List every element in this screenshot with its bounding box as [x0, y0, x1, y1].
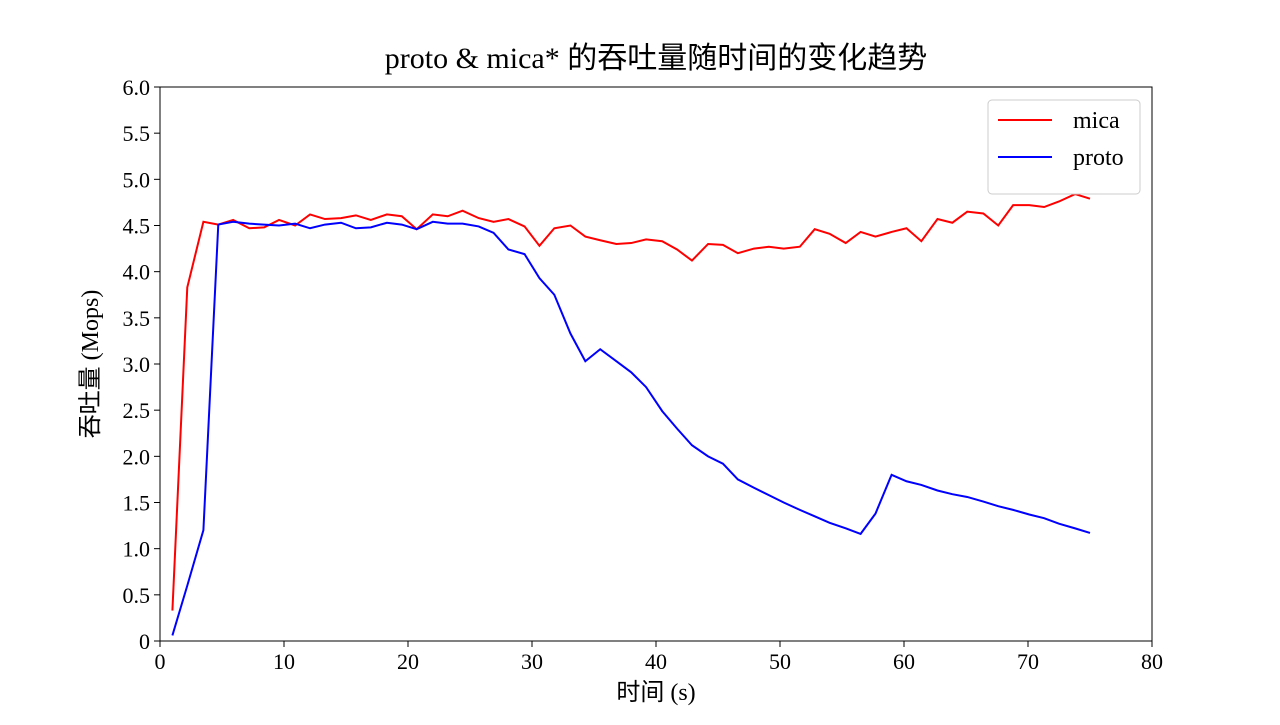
x-tick-label: 60 [893, 649, 915, 674]
chart-title: proto & mica* 的吞吐量随时间的变化趋势 [385, 42, 927, 75]
y-tick-label: 1.5 [123, 491, 151, 516]
x-axis-label: 时间 (s) [616, 679, 695, 706]
x-tick-label: 80 [1141, 649, 1163, 674]
legend-label: proto [1073, 145, 1124, 171]
legend-box [987, 99, 1141, 195]
y-tick-label: 5.0 [123, 167, 151, 192]
y-tick-label: 1.0 [123, 537, 151, 562]
y-tick-label: 6.0 [123, 75, 151, 100]
x-tick-label: 50 [769, 649, 791, 674]
line-series [171, 220, 1091, 636]
x-tick-label: 20 [397, 649, 419, 674]
y-tick-label: 0 [139, 629, 150, 654]
y-tick-label: 0.5 [123, 583, 151, 608]
x-tick-label: 10 [273, 649, 295, 674]
y-axis-label: 吞吐量 (Mops) [77, 290, 104, 439]
y-tick-label: 5.5 [123, 121, 151, 146]
x-tick-label: 30 [521, 649, 543, 674]
x-tick-label: 40 [645, 649, 667, 674]
y-tick-label: 3.5 [123, 306, 151, 331]
legend-label: mica [1073, 108, 1120, 134]
y-tick-label: 3.0 [123, 352, 151, 377]
line-series [171, 193, 1091, 611]
y-tick-label: 4.0 [123, 260, 151, 285]
y-tick-label: 2.5 [123, 398, 151, 423]
x-tick-label: 0 [155, 649, 166, 674]
y-tick-label: 2.0 [123, 444, 151, 469]
x-tick-label: 70 [1017, 649, 1039, 674]
y-tick-label: 4.5 [123, 214, 151, 239]
